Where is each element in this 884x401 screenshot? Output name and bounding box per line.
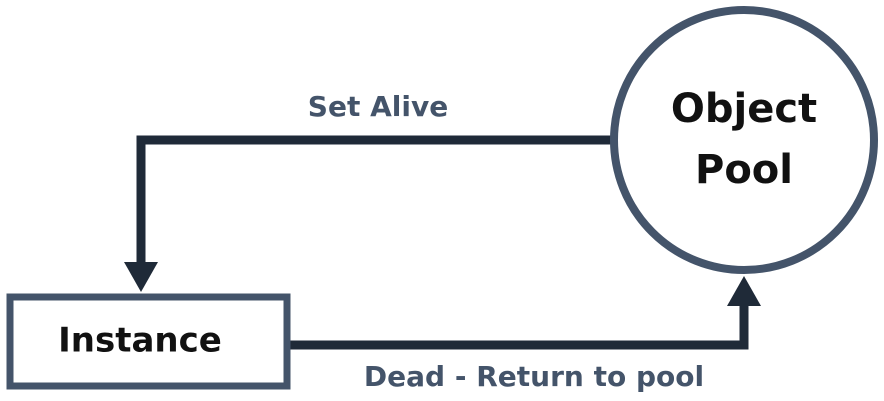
object-pool-label-line2: Pool: [695, 147, 793, 193]
instance-node: Instance: [6, 293, 291, 390]
object-pool-circle: [610, 6, 878, 274]
dead-return-arrowhead: [727, 276, 761, 306]
set-alive-label: Set Alive: [308, 90, 448, 123]
object-pool-label-line1: Object: [671, 86, 817, 132]
dead-return-label: Dead - Return to pool: [364, 360, 704, 393]
object-pool-node: Object Pool: [610, 6, 878, 274]
dead-return-connector: [287, 300, 749, 350]
instance-label: Instance: [58, 321, 222, 361]
instance-box: [6, 293, 291, 390]
set-alive-connector: [136, 135, 612, 268]
set-alive-arrowhead: [124, 262, 158, 292]
